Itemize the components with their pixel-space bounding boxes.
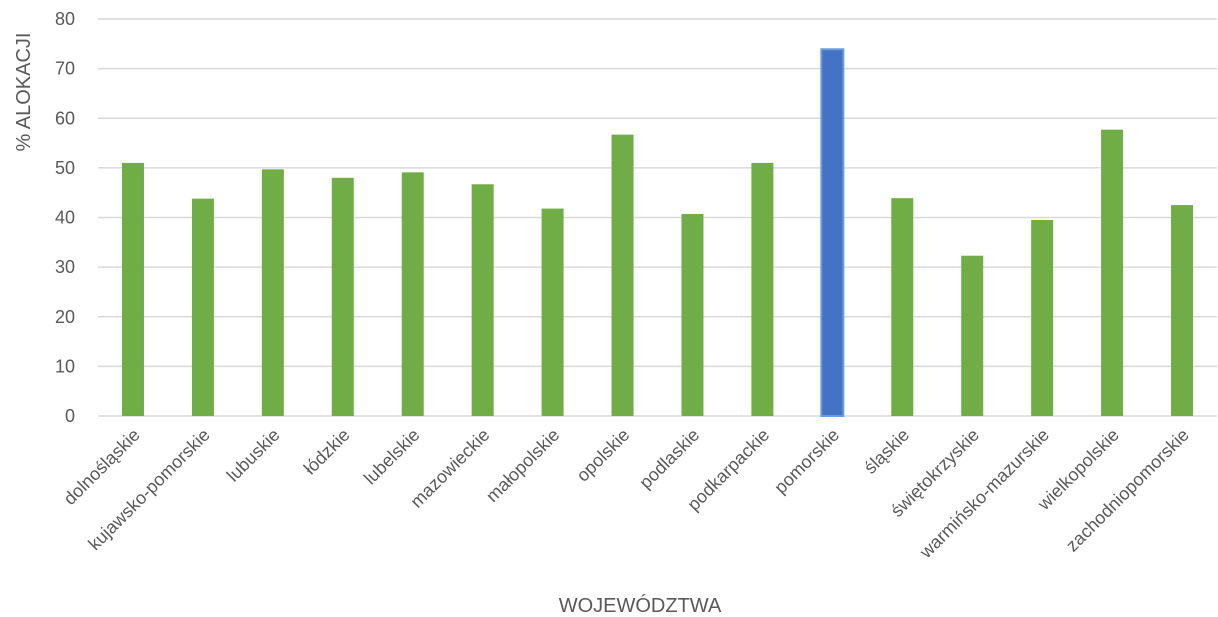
y-axis-title: % ALOKACJI xyxy=(13,33,35,152)
y-tick-label: 30 xyxy=(55,257,75,277)
bar-wielkopolskie xyxy=(1101,129,1124,416)
y-tick-label: 20 xyxy=(55,307,75,327)
x-tick-label: lubelskie xyxy=(360,425,424,489)
bar-mazowieckie xyxy=(471,184,494,416)
x-tick-label: opolskie xyxy=(573,425,634,486)
y-tick-label: 50 xyxy=(55,158,75,178)
gridlines xyxy=(98,18,1217,417)
x-tick-label: kujawsko-pomorskie xyxy=(84,425,213,554)
y-tick-label: 40 xyxy=(55,208,75,228)
y-tick-label: 70 xyxy=(55,59,75,79)
bar-opolskie xyxy=(611,134,634,416)
x-tick-label: warmińsko-mazurskie xyxy=(915,425,1053,563)
x-tick-label: łódzkie xyxy=(300,425,354,479)
bar-zachodniopomorskie xyxy=(1171,205,1194,416)
x-tick-label: śląskie xyxy=(860,425,913,478)
bar-śląskie xyxy=(891,198,914,416)
y-tick-label: 10 xyxy=(55,356,75,376)
bar-łódzkie xyxy=(331,177,354,416)
x-axis-title: WOJEWÓDZTWA xyxy=(559,594,722,617)
y-tick-label: 0 xyxy=(65,406,75,426)
x-tick-label: zachodniopomorskie xyxy=(1062,425,1193,556)
x-tick-label: podlaskie xyxy=(635,425,703,493)
bar-dolnośląskie xyxy=(121,162,144,416)
bar-lubelskie xyxy=(401,172,424,416)
x-tick-label: pomorskie xyxy=(770,425,843,498)
x-tick-label: małopolskie xyxy=(482,425,563,506)
bar-świętokrzyskie xyxy=(961,255,984,416)
bar-lubuskie xyxy=(261,169,284,416)
bar-warmińsko-mazurskie xyxy=(1031,219,1054,416)
bars xyxy=(121,48,1194,418)
x-tick-label: lubuskie xyxy=(223,425,284,486)
y-tick-label: 60 xyxy=(55,108,75,128)
y-tick-label: 80 xyxy=(55,9,75,29)
bar-pomorskie xyxy=(820,48,845,418)
bar-podlaskie xyxy=(681,214,704,416)
bar-małopolskie xyxy=(541,208,564,416)
y-axis-ticks: 0 10 20 30 40 50 60 70 80 xyxy=(55,9,75,426)
bar-kujawsko-pomorskie xyxy=(191,198,214,416)
bar-podkarpackie xyxy=(751,162,774,416)
